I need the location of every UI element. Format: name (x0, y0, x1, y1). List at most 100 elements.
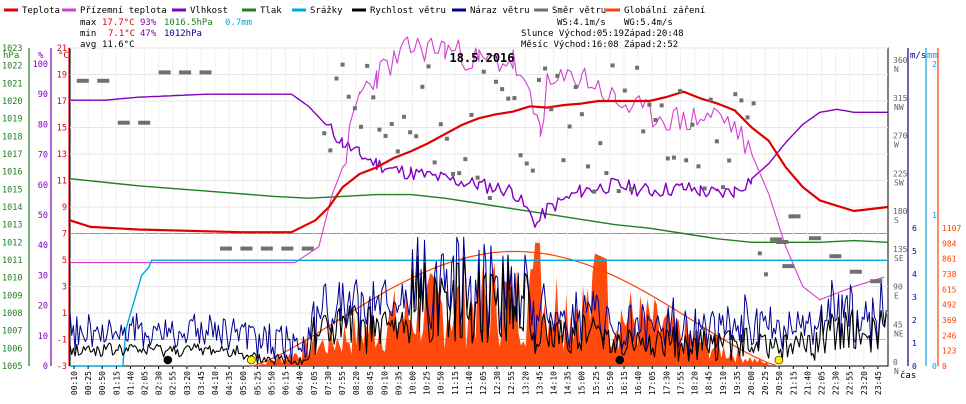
wind-direction-mark (659, 103, 664, 108)
x-tick-label: 22:05 (817, 371, 826, 395)
wind-direction-mark (770, 237, 783, 242)
x-tick-label: 09:35 (394, 371, 403, 395)
x-tick-label: 11:40 (465, 371, 474, 395)
wind-direction-mark (829, 254, 842, 259)
wind-speed-tick-label: 3 (912, 293, 917, 302)
wind-direction-mark (696, 164, 701, 169)
legend-entry: Směr větru (552, 6, 606, 16)
x-tick-label: 16:15 (620, 371, 629, 395)
x-tick-label: 21:40 (803, 371, 812, 395)
solar-tick-label: 984 (942, 239, 957, 248)
humidity-tick-label: 70 (38, 151, 48, 161)
wind-direction-mark (518, 153, 523, 158)
x-tick-label: 21:15 (789, 371, 798, 395)
solar-tick-label: 861 (942, 255, 957, 264)
direction-tick-label: 90 (893, 283, 903, 292)
x-tick-label: 20:25 (761, 371, 770, 395)
axis-unit-mm: mm (927, 51, 938, 61)
pressure-tick-label: 1005 (2, 362, 22, 372)
pressure-tick-label: 1017 (2, 150, 22, 160)
wind-direction-mark (493, 79, 498, 84)
humidity-tick-label: 100 (33, 60, 48, 70)
pressure-tick-label: 1018 (2, 132, 22, 142)
wind-direction-mark (138, 120, 151, 125)
wind-direction-mark (334, 76, 339, 81)
x-tick-label: 00:10 (70, 371, 79, 395)
moonrise-marker (615, 355, 625, 365)
pressure-tick-label: 1013 (2, 221, 22, 231)
x-tick-label: 11:15 (451, 371, 460, 395)
temperature-tick-label: 15 (57, 124, 67, 134)
x-tick-label: 12:55 (507, 371, 516, 395)
x-tick-label: 08:20 (352, 371, 361, 395)
wind-direction-mark (199, 70, 212, 75)
temperature-tick-label: 13 (57, 150, 67, 160)
direction-compass-label: N (894, 367, 899, 376)
wind-direction-mark (359, 124, 364, 129)
wind-direction-mark (240, 246, 253, 251)
x-tick-label: 06:15 (282, 371, 291, 395)
x-tick-label: 22:30 (832, 371, 841, 395)
x-tick-label: 07:05 (310, 371, 319, 395)
wind-ws: WS:4.1m/s (557, 18, 606, 28)
wind-direction-mark (401, 114, 406, 119)
wind-direction-mark (592, 189, 597, 194)
x-tick-label: 15:25 (592, 371, 601, 395)
wind-direction-mark (352, 106, 357, 111)
wind-direction-mark (720, 185, 725, 190)
stats-min-hum: 47% (140, 29, 157, 39)
wind-direction-mark (579, 112, 584, 117)
x-tick-label: 00:50 (98, 371, 107, 395)
x-tick-label: 18:45 (705, 371, 714, 395)
wind-direction-mark (97, 78, 110, 83)
wind-direction-mark (635, 65, 640, 70)
x-tick-label: 03:45 (197, 371, 206, 395)
wind-direction-mark (117, 120, 130, 125)
solar-tick-label: 492 (942, 301, 957, 310)
axis-unit-hpa: hPa (3, 51, 19, 61)
wind-direction-mark (708, 97, 713, 102)
direction-tick-label: 135 (893, 245, 908, 254)
x-tick-label: 04:10 (211, 371, 220, 395)
chart-title: 18.5.2016 (449, 51, 514, 65)
wind-gust-line (69, 236, 887, 364)
wind-direction-mark (808, 236, 821, 241)
x-tick-label: 15:50 (606, 371, 615, 395)
x-tick-label: 01:15 (112, 371, 121, 395)
humidity-tick-label: 60 (38, 181, 48, 191)
legend-entry: Globální záření (624, 6, 705, 16)
wind-direction-mark (647, 102, 652, 107)
wind-direction-mark (586, 164, 591, 169)
wind-direction-mark (371, 95, 376, 100)
stats-avg-label: avg (80, 40, 96, 50)
temperature-tick-label: -1 (57, 336, 67, 346)
wind-direction-mark (76, 78, 89, 83)
wind-direction-mark (301, 246, 314, 251)
temperature-tick-label: 11 (57, 177, 67, 187)
humidity-tick-label: 20 (38, 302, 48, 312)
wind-direction-mark (481, 69, 486, 74)
pressure-tick-label: 1011 (2, 256, 22, 266)
wind-direction-mark (322, 131, 327, 136)
temperature-tick-label: 1 (62, 309, 67, 319)
x-tick-label: 17:55 (676, 371, 685, 395)
wind-direction-mark (457, 171, 462, 176)
direction-compass-label: S (894, 216, 899, 225)
ground-temperature-line (70, 36, 885, 301)
x-tick-label: 14:10 (550, 371, 559, 395)
wind-direction-mark (684, 158, 689, 163)
direction-tick-label: 315 (893, 94, 908, 103)
wind-direction-mark (733, 92, 738, 97)
stats-min-press: 1012hPa (164, 29, 202, 39)
direction-compass-label: N (894, 65, 899, 74)
humidity-tick-label: 40 (38, 241, 48, 251)
wind-direction-mark (475, 175, 480, 180)
wind-direction-mark (567, 124, 572, 129)
wind-speed-tick-label: 5 (912, 247, 917, 256)
wind-direction-mark (776, 239, 789, 244)
temperature-tick-label: 9 (62, 203, 67, 213)
wind-direction-mark (219, 246, 232, 251)
pressure-tick-label: 1022 (2, 62, 22, 72)
stats-min-temp: 7.1°C (108, 29, 135, 39)
